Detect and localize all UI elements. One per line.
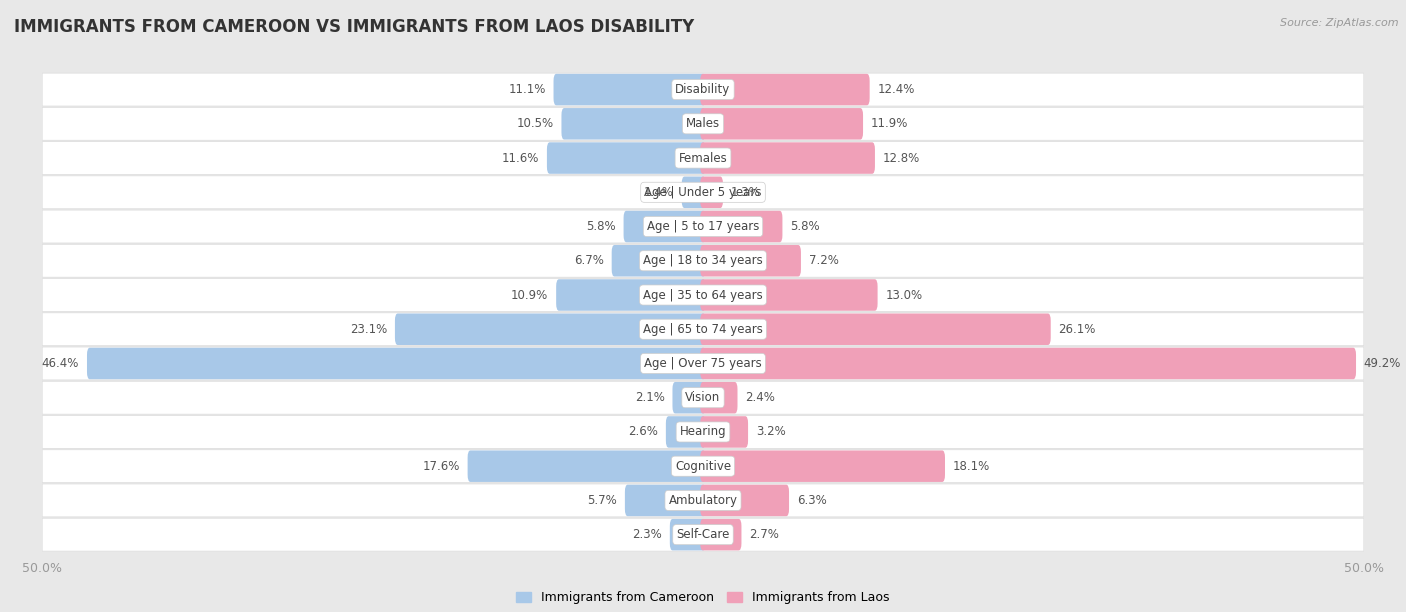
Text: Cognitive: Cognitive (675, 460, 731, 472)
Text: Age | 5 to 17 years: Age | 5 to 17 years (647, 220, 759, 233)
Text: 2.4%: 2.4% (745, 391, 775, 404)
Text: Age | 35 to 64 years: Age | 35 to 64 years (643, 288, 763, 302)
FancyBboxPatch shape (561, 108, 706, 140)
FancyBboxPatch shape (42, 107, 1364, 140)
Text: 1.4%: 1.4% (644, 186, 673, 199)
Text: Vision: Vision (685, 391, 721, 404)
FancyBboxPatch shape (87, 348, 706, 379)
FancyBboxPatch shape (42, 210, 1364, 243)
Text: Ambulatory: Ambulatory (668, 494, 738, 507)
FancyBboxPatch shape (468, 450, 706, 482)
Text: 23.1%: 23.1% (350, 323, 387, 336)
Text: 26.1%: 26.1% (1059, 323, 1095, 336)
Text: 2.1%: 2.1% (634, 391, 665, 404)
Text: IMMIGRANTS FROM CAMEROON VS IMMIGRANTS FROM LAOS DISABILITY: IMMIGRANTS FROM CAMEROON VS IMMIGRANTS F… (14, 18, 695, 36)
FancyBboxPatch shape (700, 211, 782, 242)
FancyBboxPatch shape (42, 313, 1364, 346)
FancyBboxPatch shape (42, 381, 1364, 414)
FancyBboxPatch shape (624, 485, 706, 516)
FancyBboxPatch shape (700, 74, 870, 105)
FancyBboxPatch shape (700, 416, 748, 448)
FancyBboxPatch shape (42, 347, 1364, 380)
Text: 49.2%: 49.2% (1364, 357, 1402, 370)
Text: Females: Females (679, 152, 727, 165)
Text: Males: Males (686, 118, 720, 130)
Text: 6.3%: 6.3% (797, 494, 827, 507)
Text: 12.4%: 12.4% (877, 83, 915, 96)
FancyBboxPatch shape (612, 245, 706, 277)
Text: 13.0%: 13.0% (886, 288, 922, 302)
FancyBboxPatch shape (547, 143, 706, 174)
FancyBboxPatch shape (42, 278, 1364, 312)
Legend: Immigrants from Cameroon, Immigrants from Laos: Immigrants from Cameroon, Immigrants fro… (512, 586, 894, 610)
Text: 10.9%: 10.9% (512, 288, 548, 302)
Text: 5.8%: 5.8% (790, 220, 820, 233)
FancyBboxPatch shape (682, 176, 706, 208)
Text: Hearing: Hearing (679, 425, 727, 438)
Text: Age | Under 5 years: Age | Under 5 years (644, 186, 762, 199)
FancyBboxPatch shape (666, 416, 706, 448)
FancyBboxPatch shape (42, 416, 1364, 449)
FancyBboxPatch shape (700, 245, 801, 277)
Text: 2.7%: 2.7% (749, 528, 779, 541)
Text: Age | Over 75 years: Age | Over 75 years (644, 357, 762, 370)
FancyBboxPatch shape (700, 382, 738, 414)
FancyBboxPatch shape (554, 74, 706, 105)
FancyBboxPatch shape (42, 141, 1364, 174)
FancyBboxPatch shape (42, 73, 1364, 106)
FancyBboxPatch shape (669, 519, 706, 550)
Text: 18.1%: 18.1% (953, 460, 990, 472)
Text: 1.3%: 1.3% (731, 186, 761, 199)
FancyBboxPatch shape (700, 108, 863, 140)
Text: 11.6%: 11.6% (502, 152, 538, 165)
Text: 11.1%: 11.1% (509, 83, 546, 96)
FancyBboxPatch shape (42, 244, 1364, 277)
Text: Disability: Disability (675, 83, 731, 96)
FancyBboxPatch shape (700, 279, 877, 311)
Text: Age | 18 to 34 years: Age | 18 to 34 years (643, 254, 763, 267)
Text: 3.2%: 3.2% (756, 425, 786, 438)
FancyBboxPatch shape (42, 176, 1364, 209)
Text: 12.8%: 12.8% (883, 152, 920, 165)
Text: 2.3%: 2.3% (633, 528, 662, 541)
FancyBboxPatch shape (700, 143, 875, 174)
Text: 10.5%: 10.5% (516, 118, 554, 130)
FancyBboxPatch shape (700, 313, 1050, 345)
Text: 2.6%: 2.6% (628, 425, 658, 438)
Text: Source: ZipAtlas.com: Source: ZipAtlas.com (1281, 18, 1399, 28)
Text: 5.7%: 5.7% (588, 494, 617, 507)
FancyBboxPatch shape (700, 519, 741, 550)
Text: Self-Care: Self-Care (676, 528, 730, 541)
FancyBboxPatch shape (42, 518, 1364, 551)
FancyBboxPatch shape (42, 450, 1364, 483)
FancyBboxPatch shape (557, 279, 706, 311)
Text: 7.2%: 7.2% (808, 254, 838, 267)
Text: 5.8%: 5.8% (586, 220, 616, 233)
FancyBboxPatch shape (700, 348, 1355, 379)
FancyBboxPatch shape (700, 485, 789, 516)
Text: Age | 65 to 74 years: Age | 65 to 74 years (643, 323, 763, 336)
FancyBboxPatch shape (624, 211, 706, 242)
Text: 6.7%: 6.7% (574, 254, 605, 267)
FancyBboxPatch shape (700, 176, 723, 208)
FancyBboxPatch shape (672, 382, 706, 414)
FancyBboxPatch shape (395, 313, 706, 345)
FancyBboxPatch shape (42, 484, 1364, 517)
FancyBboxPatch shape (700, 450, 945, 482)
Text: 17.6%: 17.6% (422, 460, 460, 472)
Text: 46.4%: 46.4% (42, 357, 79, 370)
Text: 11.9%: 11.9% (870, 118, 908, 130)
